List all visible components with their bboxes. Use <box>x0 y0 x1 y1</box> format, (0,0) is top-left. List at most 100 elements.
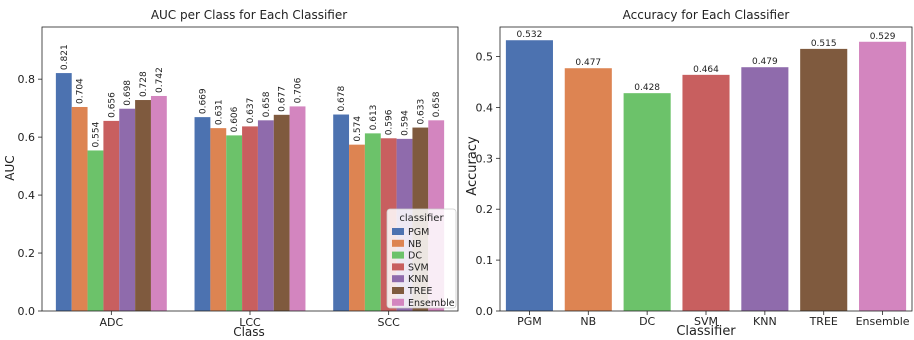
y-tick-label: 0.0 <box>476 305 494 318</box>
legend-label-ensemble: Ensemble <box>408 298 455 309</box>
auc-chart-title: AUC per Class for Each Classifier <box>151 8 347 22</box>
data-label: 0.613 <box>369 105 379 131</box>
legend-swatch-tree <box>392 287 404 294</box>
bar-ensemble <box>859 41 907 311</box>
x-tick-label: Ensemble <box>856 315 910 328</box>
bar-lcc-pgm <box>194 117 211 312</box>
bar-adc-knn <box>119 108 136 312</box>
data-label: 0.658 <box>262 91 272 117</box>
bar-adc-dc <box>87 150 104 311</box>
auc-chart-xlabel: Class <box>233 325 265 339</box>
data-label: 0.677 <box>278 86 288 112</box>
plot-frame <box>41 26 459 312</box>
bar-pgm <box>505 40 553 312</box>
x-tick-label: LCC <box>239 316 261 329</box>
bar-adc-ensemble <box>150 95 167 311</box>
data-label: 0.574 <box>353 116 363 142</box>
bar-svm <box>682 74 730 312</box>
data-label: 0.704 <box>76 78 86 104</box>
y-tick-label: 0.2 <box>476 203 494 216</box>
legend-swatch-dc <box>392 251 404 259</box>
data-label: 0.821 <box>60 44 70 70</box>
legend-label-pgm: PGM <box>408 227 429 238</box>
data-label: 0.658 <box>432 91 442 117</box>
auc-chart: 0.821 0.704 0.554 0.656 0.698 0.728 0.742 ADC 0.… <box>18 26 459 329</box>
data-label: 0.529 <box>870 32 896 42</box>
data-label: 0.706 <box>294 77 304 103</box>
legend-label-tree: TREE <box>407 286 432 297</box>
plot-frame <box>499 26 913 312</box>
data-label: 0.554 <box>91 121 101 147</box>
bar-adc-nb <box>71 106 88 311</box>
auc-chart-ylabel: AUC <box>3 155 17 180</box>
x-tick-label: ADC <box>99 316 123 329</box>
legend-swatch-svm <box>392 263 404 271</box>
bar-tree <box>800 48 848 311</box>
y-tick-label: 0.5 <box>476 51 494 64</box>
data-label: 0.742 <box>155 67 165 93</box>
data-label: 0.515 <box>811 39 837 49</box>
data-label: 0.596 <box>385 109 395 135</box>
x-tick-label: KNN <box>753 315 777 328</box>
y-tick-label: 0.0 <box>18 305 36 318</box>
data-label: 0.606 <box>230 106 240 132</box>
data-label: 0.656 <box>107 92 117 118</box>
y-tick-label: 0.4 <box>18 189 36 202</box>
legend-label-knn: KNN <box>408 274 428 285</box>
bar-scc-nb <box>349 144 365 311</box>
bar-dc <box>623 93 671 311</box>
y-tick-label: 0.1 <box>476 254 494 267</box>
bar-lcc-knn <box>257 120 274 311</box>
data-label: 0.678 <box>337 85 347 111</box>
bar-adc-pgm <box>55 73 72 312</box>
bar-scc-dc <box>364 133 381 311</box>
accuracy-chart-ylabel: Accuracy <box>465 136 480 196</box>
data-label: 0.464 <box>693 65 719 75</box>
accuracy-chart: 0.532 PGM 0.477 NB 0.428 DC 0.464 SVM 0.479 KNN 0.… <box>476 26 913 328</box>
bar-lcc-tree <box>273 114 290 311</box>
x-tick-label: TREE <box>809 315 838 328</box>
data-label: 0.479 <box>752 57 778 67</box>
y-tick-label: 0.4 <box>476 101 494 114</box>
legend-label-dc: DC <box>408 251 422 262</box>
x-tick-label: DC <box>639 315 655 328</box>
bar-lcc-ensemble <box>289 106 306 311</box>
data-label: 0.594 <box>401 110 411 136</box>
bar-lcc-dc <box>226 135 243 311</box>
y-tick-label: 0.2 <box>18 247 36 260</box>
legend-title: classifier <box>399 213 444 224</box>
data-label: 0.637 <box>246 98 256 124</box>
legend-box <box>386 208 457 309</box>
data-label: 0.728 <box>139 71 149 97</box>
bar-adc-svm <box>103 120 120 311</box>
bar-adc-tree <box>135 100 151 312</box>
data-label: 0.428 <box>634 83 660 93</box>
data-label: 0.669 <box>198 88 208 114</box>
bar-scc-pgm <box>333 114 350 311</box>
y-tick-label: 0.6 <box>18 131 36 144</box>
x-tick-label: SVM <box>694 315 718 328</box>
accuracy-chart-title: Accuracy for Each Classifier <box>623 8 790 22</box>
legend-swatch-knn <box>392 275 404 283</box>
legend-swatch-nb <box>392 239 404 247</box>
x-tick-label: NB <box>580 315 596 328</box>
bar-nb <box>564 68 612 312</box>
bar-lcc-nb <box>210 128 227 311</box>
data-label: 0.631 <box>214 99 224 125</box>
x-tick-label: PGM <box>517 315 542 328</box>
legend-swatch-ensemble <box>392 298 404 306</box>
data-label: 0.532 <box>517 30 543 40</box>
data-label: 0.477 <box>575 58 601 68</box>
bar-knn <box>741 67 789 311</box>
data-label: 0.698 <box>123 80 133 106</box>
legend-swatch-pgm <box>392 228 404 235</box>
y-tick-label: 0.8 <box>18 73 36 86</box>
data-label: 0.633 <box>416 99 426 125</box>
accuracy-chart-xlabel: Classifier <box>676 324 736 339</box>
legend-label-svm: SVM <box>408 262 429 273</box>
x-tick-label: SCC <box>377 316 400 329</box>
legend-label-nb: NB <box>408 239 422 250</box>
bar-lcc-svm <box>242 126 258 312</box>
